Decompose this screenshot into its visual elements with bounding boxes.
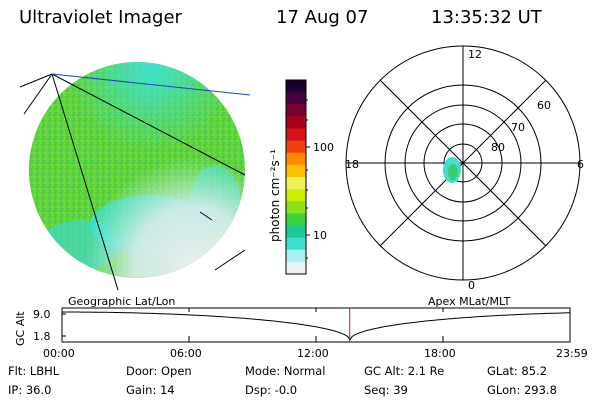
colorbar-swatch <box>286 177 306 190</box>
colorbar-tick-10: 10 <box>313 229 327 242</box>
colorbar-swatch <box>286 92 306 105</box>
polar-aurora-blob <box>443 157 461 183</box>
colorbar-frame <box>285 79 307 275</box>
polar-plot <box>345 45 581 281</box>
info-dsp: Dsp: -0.0 <box>245 383 298 397</box>
mlt-label-12: 12 <box>468 48 482 61</box>
colorbar-swatch <box>286 104 306 117</box>
info-ip: IP: 36.0 <box>8 383 52 397</box>
time-label: 13:35:32 UT <box>431 7 542 28</box>
info-door: Door: Open <box>126 364 192 378</box>
info-glat: GLat: 85.2 <box>487 364 548 378</box>
colorbar-swatch <box>286 261 306 275</box>
timeline-ymin: 1.8 <box>33 330 51 343</box>
lat-label-80: 80 <box>491 141 505 154</box>
info-seq: Seq: 39 <box>364 383 408 397</box>
date-label: 17 Aug 07 <box>276 7 369 28</box>
mlt-label-0: 0 <box>468 279 475 292</box>
mlt-label-6: 6 <box>577 158 584 171</box>
colorbar-swatch <box>286 80 306 93</box>
timeline-tick-1: 06:00 <box>170 347 202 360</box>
colorbar-swatch <box>286 201 306 214</box>
colorbar-swatch <box>286 225 306 239</box>
colorbar-swatch <box>286 152 306 166</box>
lat-label-70: 70 <box>511 121 525 134</box>
colorbar-swatch <box>286 213 306 226</box>
lat-label-60: 60 <box>537 99 551 112</box>
info-glon: GLon: 293.8 <box>487 383 557 397</box>
timeline-tick-2: 12:00 <box>297 347 329 360</box>
geo-label: Geographic Lat/Lon <box>68 295 175 308</box>
colorbar-swatch <box>286 164 306 178</box>
timeline-tick-3: 18:00 <box>424 347 456 360</box>
colorbar-swatch <box>286 128 306 142</box>
info-mode: Mode: Normal <box>245 364 326 378</box>
info-gc-alt: GC Alt: 2.1 Re <box>364 364 445 378</box>
timeline-tick-0: 00:00 <box>43 347 75 360</box>
info-filter: Flt: LBHL <box>8 364 60 378</box>
colorbar-swatch <box>286 140 306 154</box>
colorbar-unit-label: photon cm⁻²s⁻¹ <box>268 149 282 242</box>
colorbar <box>285 79 307 275</box>
altitude-timeline <box>61 307 571 343</box>
colorbar-swatch <box>286 249 306 263</box>
earth-image <box>19 62 251 291</box>
apex-label: Apex MLat/MLT <box>428 295 511 308</box>
colorbar-tick-100: 100 <box>313 141 334 154</box>
mlt-label-18: 18 <box>345 158 359 171</box>
colorbar-swatch <box>286 116 306 129</box>
colorbar-swatch <box>286 237 306 251</box>
instrument-title: Ultraviolet Imager <box>19 7 182 28</box>
timeline-ymax: 9.0 <box>33 308 51 321</box>
colorbar-swatch <box>286 189 306 202</box>
timeline-ylabel: GC Alt <box>14 311 27 346</box>
info-gain: Gain: 14 <box>126 383 175 397</box>
timeline-tick-4: 23:59 <box>556 347 588 360</box>
